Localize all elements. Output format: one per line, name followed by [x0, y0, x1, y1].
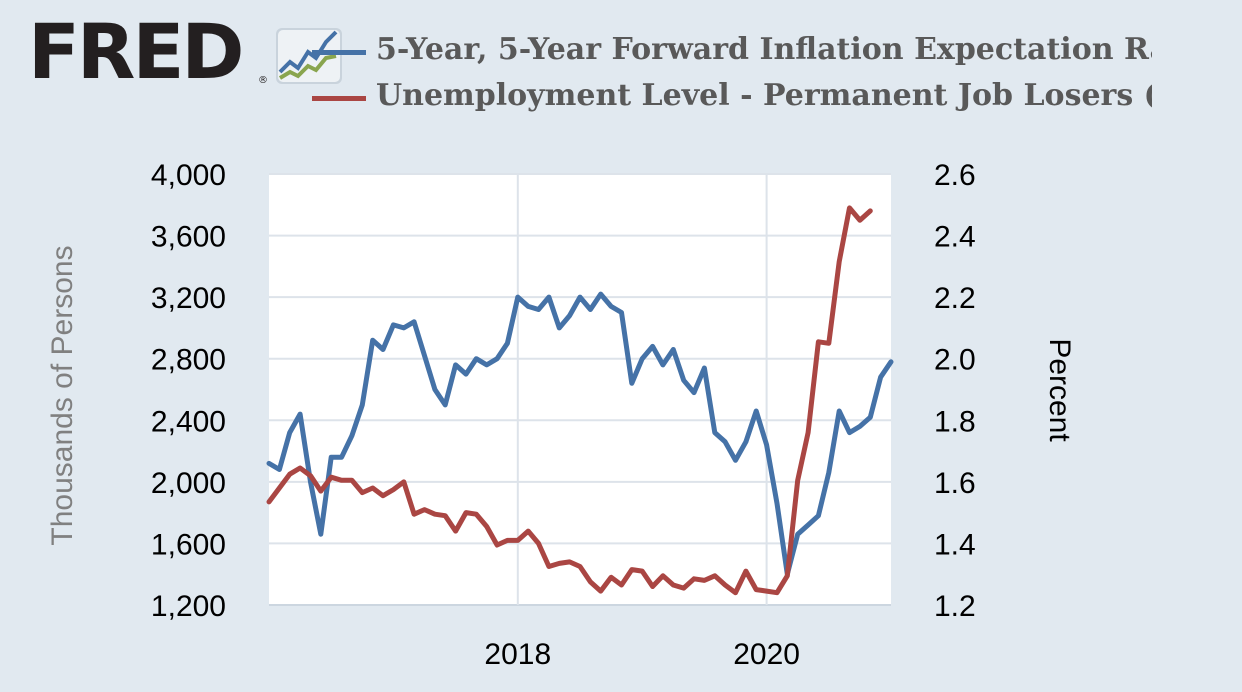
- left-tick-label: 1,600: [151, 528, 226, 561]
- right-tick-label: 2.4: [934, 221, 976, 254]
- left-tick-label: 3,200: [151, 282, 226, 315]
- x-tick-label-2020: 2020: [733, 638, 800, 671]
- right-axis-ticks: 1.2 1.4 1.6 1.8 2.0 2.2 2.4 2.6: [934, 159, 976, 623]
- left-tick-label: 2,800: [151, 344, 226, 377]
- right-tick-label: 1.2: [934, 590, 976, 623]
- left-tick-label: 3,600: [151, 221, 226, 254]
- legend-swatch-inflation: [312, 50, 366, 55]
- series-lines: [266, 205, 894, 596]
- fred-logo[interactable]: FRED ®: [28, 14, 268, 90]
- chart-header: FRED ® 5-Year, 5-Year Forward Inflation …: [0, 0, 1242, 130]
- right-tick-label: 1.8: [934, 405, 976, 438]
- left-tick-label: 2,000: [151, 467, 226, 500]
- plot-area: [269, 174, 891, 605]
- right-tick-label: 1.6: [934, 467, 976, 500]
- left-axis-label: Thousands of Persons: [46, 245, 79, 545]
- legend-label-unemployment: Unemployment Level - Permanent Job Loser…: [376, 78, 1152, 113]
- fred-line-graph-icon: [276, 28, 342, 84]
- x-axis-ticks: 2018 2020: [484, 638, 800, 671]
- left-tick-label: 4,000: [151, 159, 226, 192]
- legend-item-unemployment[interactable]: Unemployment Level - Permanent Job Loser…: [310, 76, 1152, 120]
- fred-logo-text: FRED: [28, 7, 244, 96]
- x-gridlines: [516, 174, 768, 605]
- left-tick-label: 1,200: [151, 590, 226, 623]
- x-tick-label-2018: 2018: [484, 638, 551, 671]
- registered-mark: ®: [258, 75, 268, 86]
- right-tick-label: 2.0: [934, 344, 976, 377]
- right-axis-label: Percent: [1043, 338, 1076, 442]
- left-axis-ticks: 1,200 1,600 2,000 2,400 2,800 3,200 3,600 4,000: [151, 159, 226, 623]
- legend-label-inflation: 5-Year, 5-Year Forward Inflation Expecta…: [376, 32, 1152, 67]
- left-tick-label: 2,400: [151, 405, 226, 438]
- legend-swatch-unemployment: [312, 96, 366, 101]
- right-tick-label: 2.2: [934, 282, 976, 315]
- right-tick-label: 1.4: [934, 528, 976, 561]
- legend-item-inflation[interactable]: 5-Year, 5-Year Forward Inflation Expecta…: [310, 30, 1152, 74]
- right-tick-label: 2.6: [934, 159, 976, 192]
- unemployment-series-line: [266, 205, 873, 596]
